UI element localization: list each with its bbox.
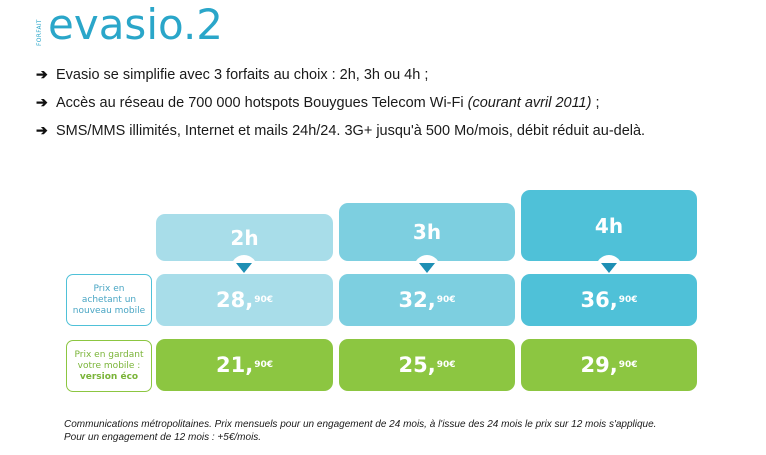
footnote-line: Pour un engagement de 12 mois : +5€/mois… <box>64 432 262 443</box>
price-eco-3h: 25, 90€ <box>339 339 515 391</box>
price-cents: 90€ <box>254 295 273 305</box>
price-eco-2h: 21, 90€ <box>156 339 333 391</box>
price-new-4h: 36, 90€ <box>521 274 697 326</box>
row-label-new-mobile: Prix en achetant un nouveau mobile <box>66 274 152 326</box>
down-arrow-icon <box>601 263 617 273</box>
price-main: 28, <box>216 288 254 312</box>
price-cents: 90€ <box>618 295 638 305</box>
feature-item: ➔ Accès au réseau de 700 000 hotspots Bo… <box>36 94 756 111</box>
row-label-line: votre mobile : <box>77 360 141 371</box>
down-arrow-icon <box>419 263 435 273</box>
row-label-line: achetant un <box>81 294 137 305</box>
price-cents: 90€ <box>436 295 456 305</box>
feature-text-main: Accès au réseau de 700 000 hotspots Bouy… <box>56 94 468 111</box>
footnote: Communications métropolitaines. Prix men… <box>64 418 754 444</box>
feature-item: ➔ SMS/MMS illimités, Internet et mails 2… <box>36 122 756 139</box>
price-main: 29, <box>580 353 618 377</box>
feature-text-after: ; <box>591 94 600 111</box>
feature-text: SMS/MMS illimités, Internet et mails 24h… <box>56 122 646 139</box>
price-main: 32, <box>398 288 436 312</box>
price-main: 21, <box>216 353 254 377</box>
row-label-line: nouveau mobile <box>72 305 146 316</box>
row-label-line: Prix en <box>93 283 125 294</box>
plan-header-3h: 3h <box>339 203 515 261</box>
footnote-line: Communications métropolitaines. Prix men… <box>64 419 657 430</box>
plan-header-4h: 4h <box>521 190 697 261</box>
price-main: 25, <box>398 353 436 377</box>
feature-text: Evasio se simplifie avec 3 forfaits au c… <box>56 66 429 83</box>
price-new-3h: 32, 90€ <box>339 274 515 326</box>
feature-list: ➔ Evasio se simplifie avec 3 forfaits au… <box>36 66 756 150</box>
plan-name: 2h <box>230 225 259 250</box>
row-label-keep-mobile: Prix en gardant votre mobile : version é… <box>66 340 152 392</box>
price-cents: 90€ <box>436 360 456 370</box>
price-eco-4h: 29, 90€ <box>521 339 697 391</box>
down-arrow-icon <box>236 263 252 273</box>
plan-name: 4h <box>594 213 624 238</box>
arrow-right-icon: ➔ <box>36 66 48 82</box>
logo-wordmark: evasio.2 <box>48 0 224 49</box>
price-new-2h: 28, 90€ <box>156 274 333 326</box>
price-cents: 90€ <box>254 360 273 370</box>
logo-tag: FORFAIT <box>36 19 43 46</box>
arrow-right-icon: ➔ <box>36 94 48 110</box>
arrow-right-icon: ➔ <box>36 122 48 138</box>
plan-header-2h: 2h <box>156 214 333 261</box>
feature-text-italic: (courant avril 2011) <box>467 94 592 111</box>
row-label-line: Prix en gardant <box>74 349 144 360</box>
price-main: 36, <box>580 288 618 312</box>
feature-item: ➔ Evasio se simplifie avec 3 forfaits au… <box>36 66 756 83</box>
row-label-line: version éco <box>79 371 139 382</box>
feature-text: Accès au réseau de 700 000 hotspots Bouy… <box>56 95 600 111</box>
plan-name: 3h <box>412 220 442 244</box>
price-cents: 90€ <box>618 360 638 370</box>
